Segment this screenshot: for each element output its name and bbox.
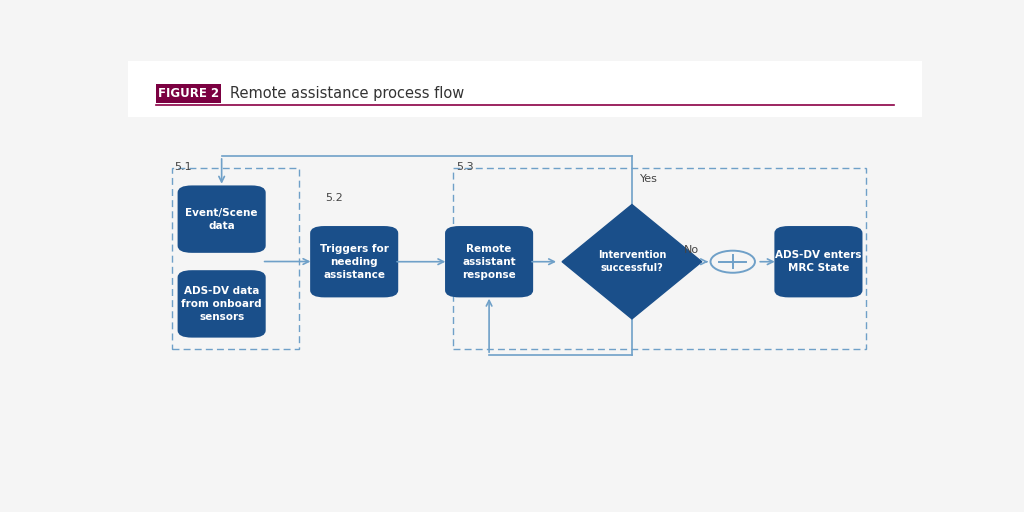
Text: Triggers for
needing
assistance: Triggers for needing assistance [319, 244, 389, 280]
Text: FIGURE 2: FIGURE 2 [158, 87, 219, 100]
Text: Event/Scene
data: Event/Scene data [185, 207, 258, 231]
Text: ADS-DV data
from onboard
sensors: ADS-DV data from onboard sensors [181, 286, 262, 322]
FancyBboxPatch shape [310, 226, 398, 297]
Text: Remote
assistant
response: Remote assistant response [462, 244, 516, 280]
FancyBboxPatch shape [177, 185, 265, 253]
Bar [172, 168, 299, 349]
Text: 5.2: 5.2 [325, 194, 343, 203]
Polygon shape [562, 205, 701, 319]
Bar [454, 168, 866, 349]
Text: Intervention
successful?: Intervention successful? [598, 250, 667, 273]
Text: 5.1: 5.1 [174, 162, 191, 172]
Text: ADS-DV enters
MRC State: ADS-DV enters MRC State [775, 250, 861, 273]
Bar [156, 84, 221, 103]
FancyBboxPatch shape [177, 270, 265, 337]
FancyBboxPatch shape [774, 226, 862, 297]
Bar [128, 61, 922, 117]
Text: No: No [684, 245, 698, 254]
Text: Remote assistance process flow: Remote assistance process flow [230, 86, 465, 101]
FancyBboxPatch shape [445, 226, 534, 297]
Text: Yes: Yes [640, 174, 657, 184]
Text: 5.3: 5.3 [456, 162, 473, 172]
